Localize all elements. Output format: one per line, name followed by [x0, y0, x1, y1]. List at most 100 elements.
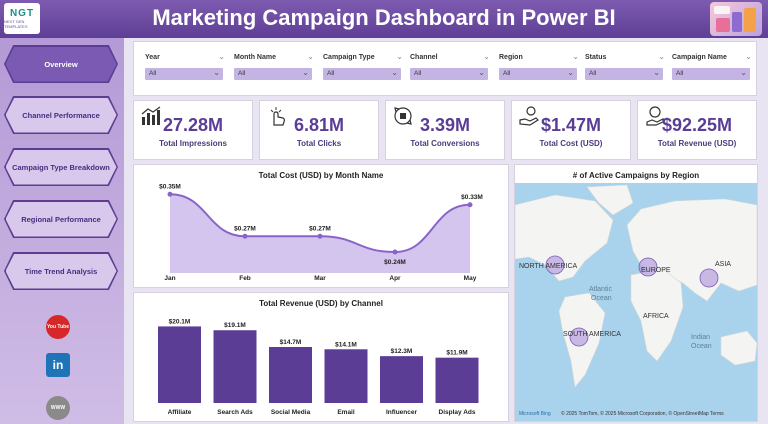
data-label: $0.35M — [159, 183, 181, 190]
bar[interactable] — [324, 349, 368, 403]
kpi-label: Total Impressions — [159, 139, 227, 148]
nav-time-trend-analysis-button[interactable]: Time Trend Analysis — [4, 252, 118, 290]
data-point[interactable] — [467, 202, 473, 208]
filter-value: All — [414, 70, 422, 77]
chevron-down-icon: ⌄ — [213, 68, 220, 77]
globe-icon[interactable]: WWW — [46, 396, 70, 420]
north-america-landmass — [515, 194, 614, 282]
nav-label: Campaign Type Breakdown — [12, 162, 110, 172]
data-point[interactable] — [317, 233, 323, 239]
data-label: $0.24M — [384, 259, 406, 266]
data-label: $19.1M — [224, 322, 246, 329]
campaigns-by-region-map[interactable]: NORTH AMERICA EUROPE ASIA AFRICA SOUTH A… — [514, 164, 758, 422]
filter-dropdown[interactable]: All ⌄ — [410, 68, 488, 80]
brand-logo: NGT NEXT GEN TEMPLATES — [4, 3, 40, 34]
nav-label: Channel Performance — [22, 110, 100, 120]
bar[interactable] — [269, 347, 312, 403]
chevron-down-icon: ⌄ — [572, 52, 579, 61]
bar-chart-svg: $20.1M Affiliate $19.1M Search Ads $14.7M Soc… — [158, 318, 479, 416]
bar[interactable] — [158, 326, 201, 403]
filter-dropdown[interactable]: All ⌄ — [234, 68, 312, 80]
youtube-icon[interactable]: You Tube — [46, 315, 70, 339]
chart-title: Total Revenue (USD) by Channel — [259, 299, 383, 308]
data-label: $14.7M — [280, 339, 302, 346]
kpi-label: Total Cost (USD) — [539, 139, 603, 148]
nav-overview-button[interactable]: Overview — [4, 45, 118, 83]
greenland-landmass — [586, 184, 634, 216]
filter-label: Year — [145, 54, 160, 61]
x-tick-label: Mar — [314, 275, 326, 282]
nav-label: Regional Performance — [21, 214, 101, 224]
kpi-label: Total Clicks — [296, 139, 342, 148]
nav-campaign-type-breakdown-button[interactable]: Campaign Type Breakdown — [4, 148, 118, 186]
kpi-value: $1.47M — [540, 115, 602, 135]
europe-bubble[interactable] — [638, 257, 658, 277]
map-label-ocean: Ocean — [591, 295, 612, 302]
chevron-down-icon: ⌄ — [307, 52, 314, 61]
map-label-africa: AFRICA — [643, 313, 669, 320]
chevron-down-icon: ⌄ — [483, 52, 490, 61]
map-label-north-america: NORTH AMERICA — [519, 263, 578, 270]
filter-dropdown[interactable]: All ⌄ — [499, 68, 577, 80]
map-label-indian: Indian — [691, 334, 710, 341]
money-hand-icon — [519, 106, 539, 126]
filter-dropdown[interactable]: All ⌄ — [145, 68, 223, 80]
data-point[interactable] — [242, 233, 248, 239]
linkedin-text: in — [52, 358, 64, 372]
world-map[interactable]: NORTH AMERICA EUROPE ASIA AFRICA SOUTH A… — [515, 165, 757, 421]
cost-by-month-chart: Total Cost (USD) by Month Name $0.35M Jan… — [133, 164, 509, 288]
bing-logo: Microsoft Bing — [519, 411, 551, 417]
map-label-atlantic: Atlantic — [589, 286, 612, 293]
chevron-down-icon: ⌄ — [396, 52, 403, 61]
filter-value: All — [149, 70, 157, 77]
x-tick-label: Social Media — [271, 409, 311, 416]
bar[interactable] — [213, 330, 257, 403]
nav-channel-performance-button[interactable]: Channel Performance — [4, 96, 118, 134]
hand-click-icon — [270, 107, 285, 126]
header-illustration — [710, 2, 762, 36]
x-tick-label: Influencer — [386, 409, 418, 416]
bar[interactable] — [435, 357, 479, 403]
x-tick-label: Affiliate — [168, 409, 192, 416]
area-fill — [170, 194, 470, 273]
kpi-card-conversions: 3.39M Total Conversions — [385, 100, 505, 160]
filter-value: All — [676, 70, 684, 77]
map-attribution[interactable]: © 2025 TomTom, © 2025 Microsoft Corporat… — [561, 410, 724, 417]
filter-dropdown[interactable]: All ⌄ — [585, 68, 663, 80]
data-point[interactable] — [167, 191, 173, 197]
south-america-bubble[interactable] — [569, 327, 589, 347]
map-label-ocean: Ocean — [691, 343, 712, 350]
filter-dropdown[interactable]: All ⌄ — [323, 68, 401, 80]
x-tick-label: Email — [337, 409, 355, 416]
filter-dropdown[interactable]: All ⌄ — [672, 68, 750, 80]
kpi-card-impressions: 27.28M Total Impressions — [133, 100, 253, 160]
north-america-bubble[interactable] — [545, 255, 565, 275]
data-label: $20.1M — [169, 318, 191, 325]
data-label: $0.27M — [234, 225, 256, 232]
filter-label: Month Name — [234, 54, 276, 61]
filter-label: Status — [585, 54, 607, 61]
nav-label: Overview — [44, 59, 78, 69]
x-tick-label: Search Ads — [217, 409, 253, 416]
youtube-text: You Tube — [46, 323, 70, 330]
kpi-card-clicks: 6.81M Total Clicks — [259, 100, 379, 160]
data-label: $0.33M — [461, 194, 483, 201]
filter-label: Region — [499, 54, 523, 61]
filter-value: All — [589, 70, 597, 77]
x-tick-label: Feb — [239, 275, 251, 282]
bar[interactable] — [380, 356, 423, 403]
data-label: $11.9M — [446, 350, 467, 357]
data-point[interactable] — [392, 249, 398, 255]
linkedin-icon[interactable]: in — [46, 353, 70, 377]
kpi-value: 3.39M — [419, 115, 471, 135]
map-label-europe: EUROPE — [641, 267, 671, 274]
nav-regional-performance-button[interactable]: Regional Performance — [4, 200, 118, 238]
kpi-card-revenue: $92.25M Total Revenue (USD) — [637, 100, 757, 160]
asia-bubble[interactable] — [699, 268, 719, 288]
map-label-asia: ASIA — [715, 261, 731, 268]
x-tick-label: Jan — [164, 275, 175, 282]
australia-landmass — [720, 330, 757, 366]
page-title: Marketing Campaign Dashboard in Power BI — [152, 5, 616, 30]
chart-title: # of Active Campaigns by Region — [515, 171, 757, 180]
kpi-label: Total Conversions — [410, 139, 480, 148]
